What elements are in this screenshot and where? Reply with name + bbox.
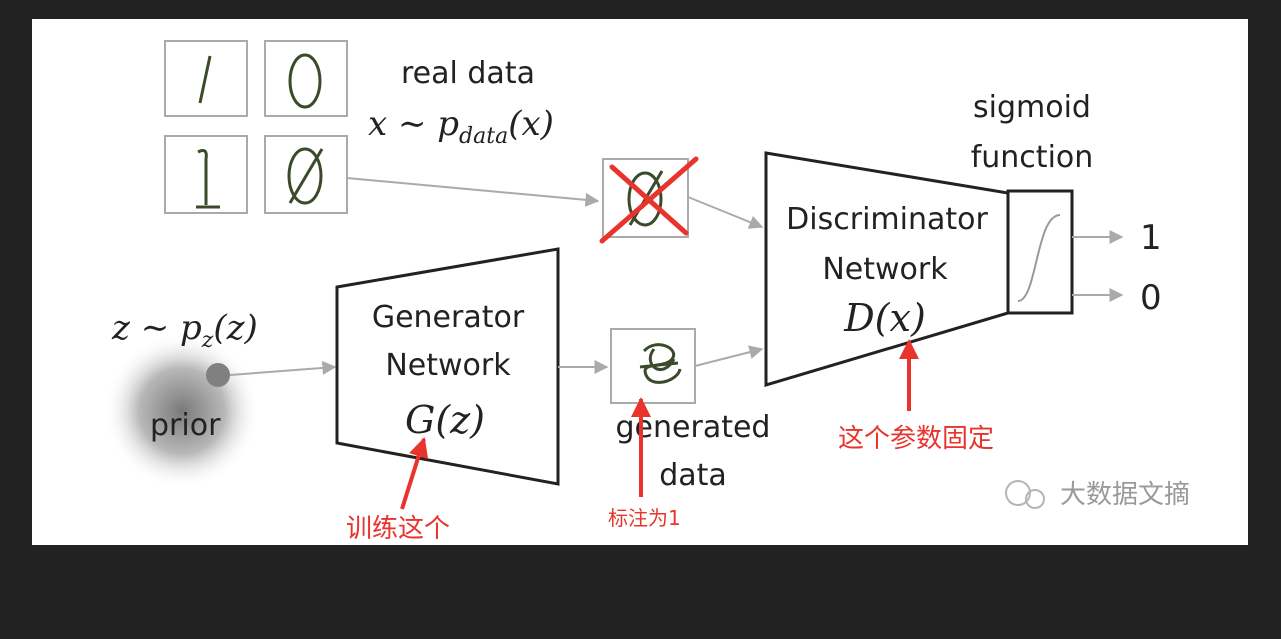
real-data-samples [164, 40, 348, 214]
real-data-formula: x ∼ pdata(x) [368, 104, 554, 149]
generated-label-line2: data [659, 458, 727, 493]
discriminator-label-line2: Network [822, 252, 948, 287]
watermark: 大数据文摘 [1005, 480, 1190, 510]
output-label-1: 1 [1140, 218, 1162, 258]
sigmoid-box [1006, 189, 1074, 315]
generator-network [335, 247, 560, 486]
real-sample-input [599, 156, 699, 244]
sigmoid-label-line1: sigmoid [973, 90, 1091, 125]
real-data-arrow [346, 177, 600, 207]
train-annotation-label: 训练这个 [346, 514, 450, 544]
generator-label-line1: Generator [372, 300, 525, 335]
generated-label-line1: generated [616, 410, 771, 445]
label1-annotation-label: 标注为1 [608, 506, 681, 530]
prior-to-generator-arrow [229, 360, 337, 376]
prior-label: prior [150, 408, 221, 443]
wechat-icon [1005, 480, 1031, 506]
cross-out-mark [599, 156, 699, 244]
sigmoid-curve [1017, 214, 1061, 302]
generator-label-line2: Network [385, 348, 511, 383]
output-label-0: 0 [1140, 278, 1162, 318]
gan-diagram-slide: real data x ∼ pdata(x) Discriminator Net… [32, 19, 1248, 545]
real-data-label: real data [401, 56, 535, 91]
sigmoid-label-line2: function [971, 140, 1094, 175]
generator-formula: G(z) [405, 398, 485, 442]
discriminator-label-line1: Discriminator [786, 202, 988, 237]
watermark-text: 大数据文摘 [1060, 480, 1190, 510]
gan-diagram: real data x ∼ pdata(x) Discriminator Net… [104, 40, 1190, 544]
digit-sample-0a [264, 40, 348, 117]
generated-sample [610, 328, 696, 404]
generated-to-discriminator-arrow [694, 345, 764, 367]
discriminator-formula: D(x) [843, 296, 926, 340]
real-to-discriminator-arrow [687, 196, 764, 229]
prior-dot [206, 363, 230, 387]
train-annotation-arrow [400, 437, 429, 510]
fixed-annotation-label: 这个参数固定 [838, 424, 994, 454]
prior-formula: z ∼ pz(z) [111, 308, 258, 353]
